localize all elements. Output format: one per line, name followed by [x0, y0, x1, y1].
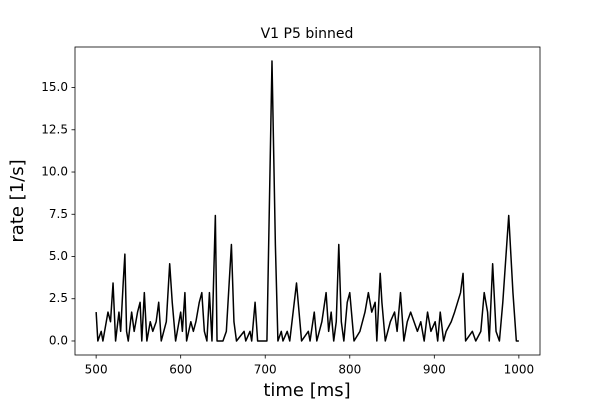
- x-axis-label: time [ms]: [263, 380, 350, 400]
- y-tick-label: 2.5: [49, 291, 68, 305]
- line-series: [95, 60, 519, 342]
- y-tick-label: 0.0: [49, 333, 68, 347]
- x-tick-label: 700: [254, 363, 277, 377]
- plot-frame: [74, 46, 541, 356]
- y-axis-label: rate [1/s]: [7, 159, 28, 242]
- x-tick-label: 500: [85, 363, 108, 377]
- y-tick-label: 15.0: [41, 80, 68, 94]
- x-tick-label: 1000: [504, 363, 535, 377]
- x-tick-label: 600: [169, 363, 192, 377]
- y-tick-label: 10.0: [41, 165, 68, 179]
- y-tick-label: 12.5: [41, 122, 68, 136]
- x-tick-label: 900: [423, 363, 446, 377]
- x-tick-label: 800: [338, 363, 361, 377]
- chart-title: V1 P5 binned: [261, 26, 354, 42]
- y-tick-label: 5.0: [49, 249, 68, 263]
- y-tick-label: 7.5: [49, 207, 68, 221]
